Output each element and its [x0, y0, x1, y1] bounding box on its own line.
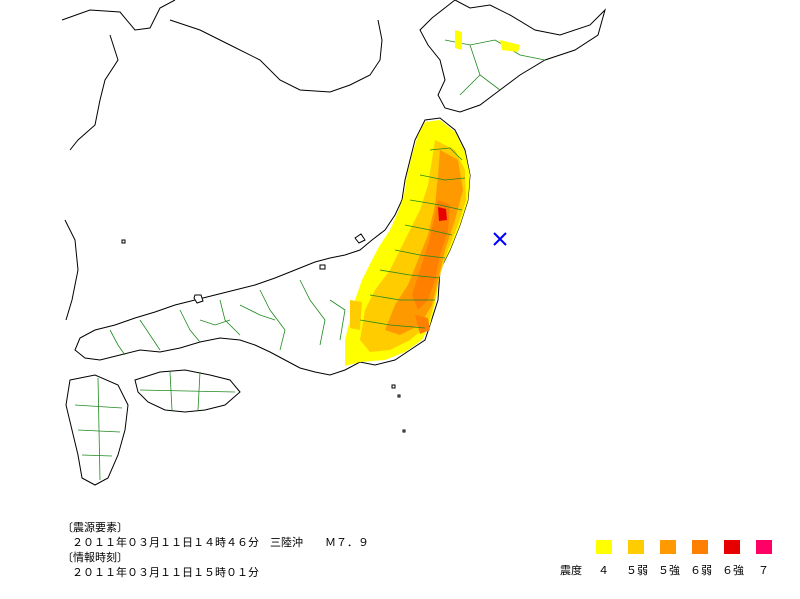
legend-swatch-6hi: [724, 540, 740, 554]
legend-label-5hi: ５強: [658, 564, 680, 577]
prefecture-boundaries: [109, 147, 466, 356]
hokkaido-intensity-4: [455, 30, 520, 52]
intensity-6lo-region: [412, 200, 450, 334]
west-intensity-4: [350, 300, 362, 330]
legend-swatch-5lo: [628, 540, 644, 554]
kyushu-landmass: [65, 374, 129, 486]
legend-label-4: ４: [598, 564, 609, 577]
intensity-5hi-region: [385, 150, 463, 335]
earthquake-info: 〔震源要素〕 ２０１１年０３月１１日１４時４６分 三陸沖 Ｍ７．９ 〔情報時刻〕…: [62, 520, 369, 580]
intensity-6hi-region: [438, 207, 447, 221]
legend-swatch-7: [756, 540, 772, 554]
source-line: ２０１１年０３月１１日１４時４６分 三陸沖 Ｍ７．９: [72, 536, 369, 549]
legend-label-5lo: ５弱: [626, 564, 648, 577]
shikoku-boundaries: [139, 371, 236, 411]
seismic-intensity-map: [61, 0, 606, 486]
intensity-legend: 震度 ４ ５弱 ５強 ６弱 ６強 ７: [560, 540, 790, 580]
time-heading: 〔情報時刻〕: [62, 551, 128, 564]
time-line: ２０１１年０３月１１日１５時０１分: [72, 566, 259, 579]
source-heading: 〔震源要素〕: [62, 521, 128, 534]
legend-label-7: ７: [758, 564, 769, 577]
legend-title: 震度: [560, 564, 582, 577]
kyushu-boundaries: [74, 377, 123, 481]
hokkaido-landmass: [419, 0, 606, 113]
legend-label-6lo: ６弱: [690, 564, 712, 577]
epicenter-cross-icon: [493, 232, 507, 246]
legend-swatch-6lo: [692, 540, 708, 554]
legend-label-6hi: ６強: [722, 564, 744, 577]
hokkaido-boundaries: [444, 39, 546, 96]
legend-swatch-4: [596, 540, 612, 554]
legend-swatch-5hi: [660, 540, 676, 554]
continent-coast: [61, 0, 176, 321]
small-islands: [121, 233, 406, 433]
korea-coast: [169, 19, 383, 93]
